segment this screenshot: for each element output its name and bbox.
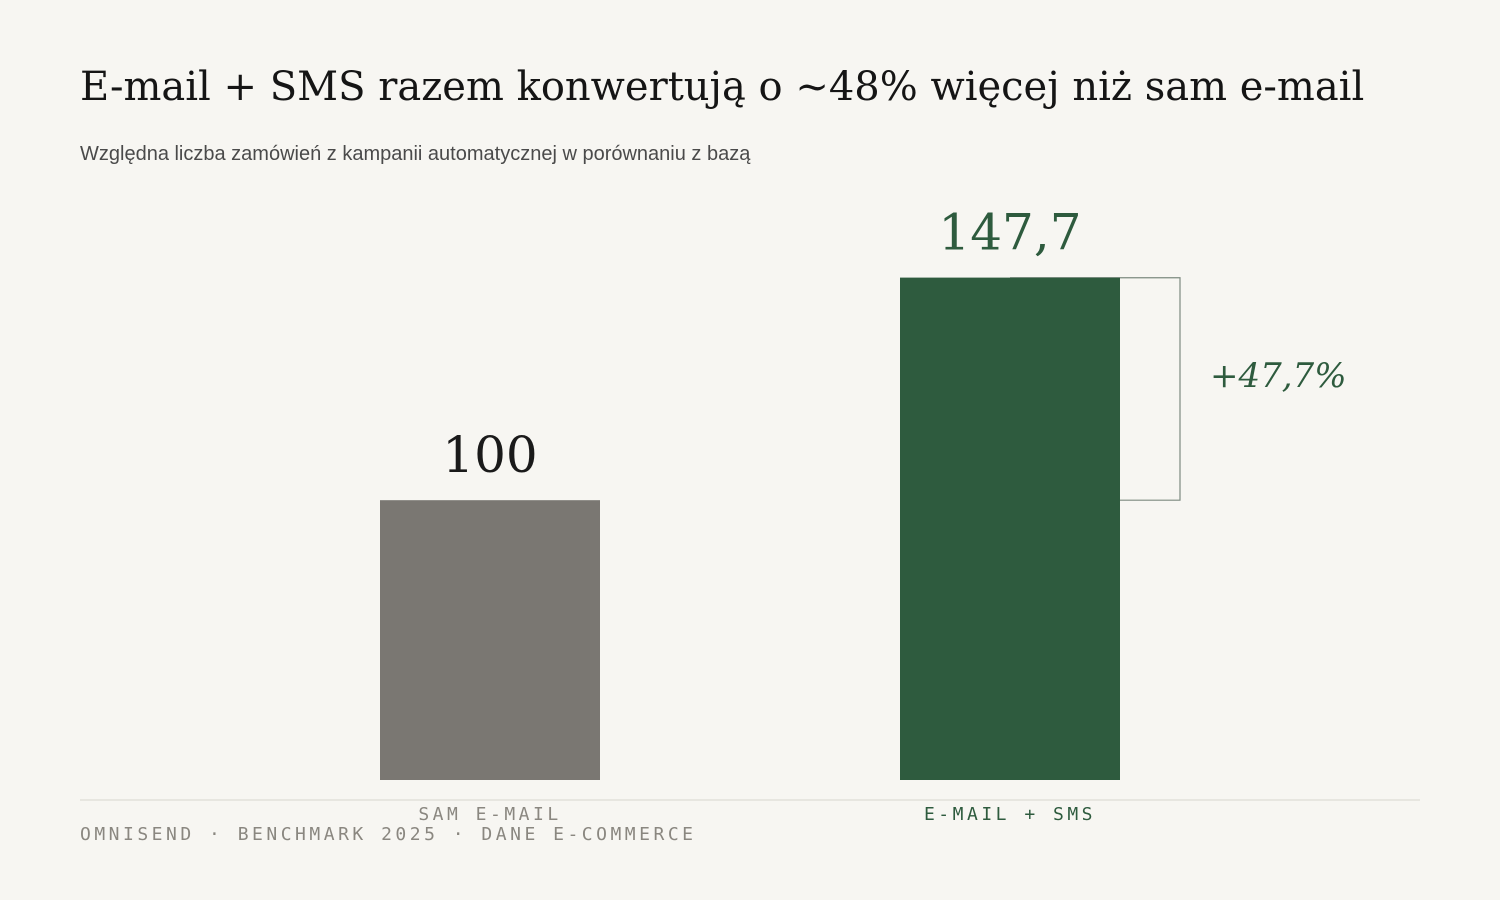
bar-overlay bbox=[900, 277, 1120, 780]
bar bbox=[380, 500, 600, 780]
x-tick-label: SAM E-MAIL bbox=[418, 804, 561, 825]
chart-subtitle: Względna liczba zamówień z kampanii auto… bbox=[80, 143, 751, 165]
difference-bracket bbox=[1010, 277, 1181, 501]
footer: OMNISEND · BENCHMARK 2025 · DANE E-COMME… bbox=[80, 824, 697, 845]
chart-title: E-mail + SMS razem konwertują o ~48% wię… bbox=[80, 64, 1364, 110]
annotation: +47,7% bbox=[1210, 356, 1347, 396]
value-label: 147,7 bbox=[938, 204, 1081, 262]
value-label: 100 bbox=[442, 426, 537, 484]
x-tick-label: E-MAIL + SMS bbox=[924, 804, 1096, 825]
